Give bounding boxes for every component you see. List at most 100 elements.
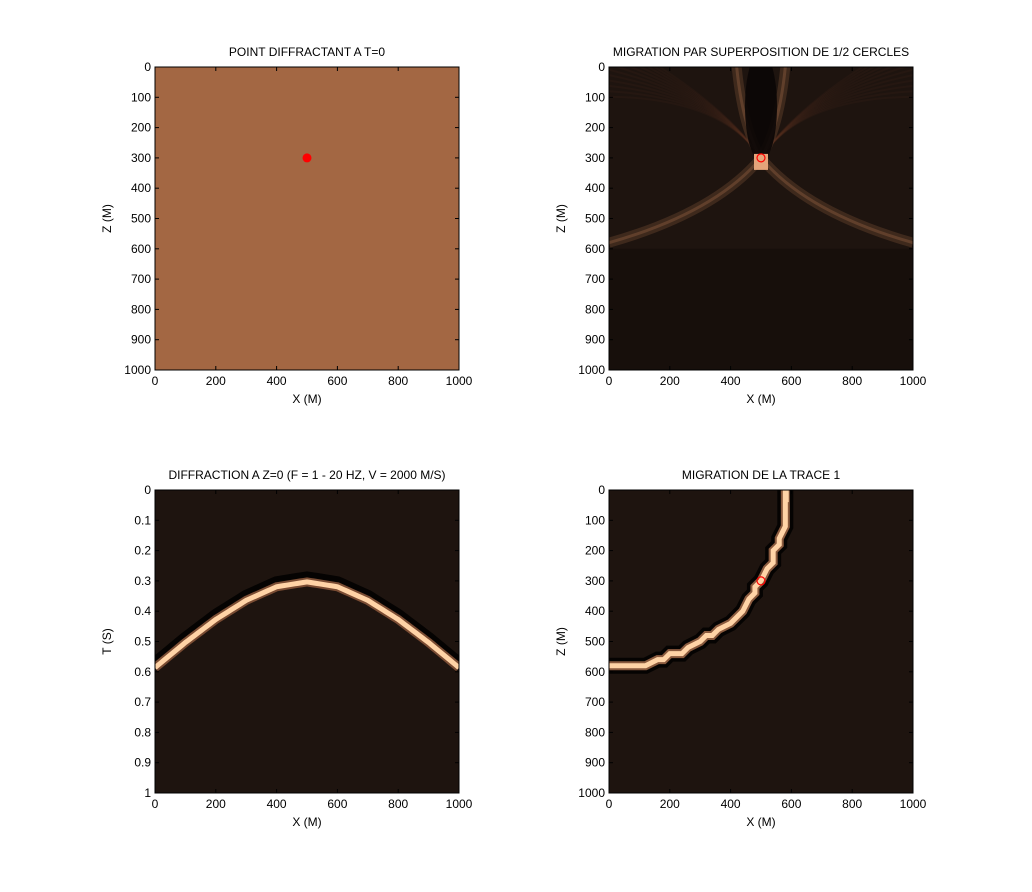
- x-tick-label: 800: [842, 374, 862, 388]
- y-tick-label: 500: [585, 635, 605, 649]
- y-tick-label: 0: [598, 483, 605, 497]
- y-tick-label: 900: [585, 756, 605, 770]
- subplot-title: MIGRATION DE LA TRACE 1: [682, 468, 841, 482]
- lower-region: [609, 248, 913, 370]
- x-tick-label: 0: [606, 374, 613, 388]
- y-tick-label: 0.8: [134, 725, 151, 739]
- x-tick-label: 1000: [900, 797, 927, 811]
- x-axis-label: X (M): [746, 815, 775, 829]
- migration-arc: [609, 154, 765, 248]
- x-tick-label: 400: [267, 797, 287, 811]
- y-tick-label: 300: [131, 151, 151, 165]
- y-tick-label: 0.4: [134, 604, 151, 618]
- subplot-2: 0 200 400 600 800 100001002003004005006007008…: [554, 45, 927, 406]
- y-tick-label: 700: [585, 695, 605, 709]
- y-tick-label: 400: [585, 604, 605, 618]
- y-tick-label: 200: [585, 544, 605, 558]
- y-tick-label: 1000: [578, 363, 605, 377]
- y-tick-label: 100: [131, 90, 151, 104]
- x-tick-label: 200: [660, 797, 680, 811]
- y-tick-label: 0.3: [134, 574, 151, 588]
- migrated-trace-field: [609, 490, 913, 793]
- x-tick-label: 1000: [446, 374, 473, 388]
- y-axis-label: Z (M): [554, 627, 568, 656]
- x-tick-label: 1000: [900, 374, 927, 388]
- x-axis-label: X (M): [746, 392, 775, 406]
- migration-arc-core: [759, 156, 913, 245]
- x-axis-label: X (M): [292, 815, 321, 829]
- x-tick-label: 200: [206, 374, 226, 388]
- image-area: [609, 67, 913, 370]
- y-tick-label: 300: [585, 151, 605, 165]
- y-axis-label: Z (M): [100, 204, 114, 233]
- migration-arc: [757, 154, 913, 248]
- model-field: [155, 67, 459, 370]
- y-tick-label: 600: [585, 665, 605, 679]
- x-tick-label: 800: [842, 797, 862, 811]
- diffractor-point: [302, 153, 312, 163]
- y-tick-label: 1000: [578, 786, 605, 800]
- subplot-1: 0 200 400 600 800 100001002003004005006007008…: [100, 45, 473, 406]
- y-tick-label: 0.2: [134, 544, 151, 558]
- y-tick-label: 0.9: [134, 756, 151, 770]
- x-tick-label: 1000: [446, 797, 473, 811]
- y-tick-label: 100: [585, 90, 605, 104]
- image-area: [609, 490, 913, 793]
- y-tick-label: 700: [585, 272, 605, 286]
- y-tick-label: 0: [144, 60, 151, 74]
- y-tick-label: 600: [585, 242, 605, 256]
- y-tick-label: 800: [131, 302, 151, 316]
- diffractor-marker: [756, 576, 766, 586]
- x-tick-label: 200: [660, 374, 680, 388]
- x-tick-label: 600: [327, 374, 347, 388]
- y-tick-label: 200: [131, 121, 151, 135]
- x-tick-label: 0: [152, 797, 159, 811]
- x-tick-label: 600: [781, 374, 801, 388]
- subplot-3: 0 200 400 600 800 1000 0 0.1 0.2 0.3 0.4 0.5 0.6 0.7 0…: [100, 468, 473, 829]
- y-tick-label: 0: [144, 483, 151, 497]
- subplot-4: 0 200 400 600 800 100001002003004005006007008…: [554, 468, 927, 829]
- x-tick-label: 0: [152, 374, 159, 388]
- subplot-title: POINT DIFFRACTANT A T=0: [229, 45, 385, 59]
- x-tick-label: 600: [327, 797, 347, 811]
- x-tick-label: 200: [206, 797, 226, 811]
- y-tick-label: 0.6: [134, 665, 151, 679]
- y-tick-label: 1: [144, 786, 151, 800]
- shadow-lens: [745, 67, 777, 162]
- migrated-arc: [609, 490, 788, 669]
- y-tick-label: 500: [131, 212, 151, 226]
- y-tick-label: 400: [131, 181, 151, 195]
- x-tick-label: 400: [267, 374, 287, 388]
- x-tick-label: 800: [388, 374, 408, 388]
- y-tick-label: 0.7: [134, 695, 151, 709]
- y-tick-label: 200: [585, 121, 605, 135]
- y-axis-label: Z (M): [554, 204, 568, 233]
- y-tick-label: 0.5: [134, 635, 151, 649]
- x-axis-label: X (M): [292, 392, 321, 406]
- x-tick-label: 600: [781, 797, 801, 811]
- subplot-title: DIFFRACTION A Z=0 (F = 1 - 20 HZ, V = 20…: [168, 468, 445, 482]
- y-tick-label: 600: [131, 242, 151, 256]
- seismogram-field: [155, 490, 459, 793]
- diffraction-hyperbola: [155, 579, 459, 670]
- y-tick-label: 300: [585, 574, 605, 588]
- x-tick-label: 400: [721, 374, 741, 388]
- image-area: [155, 490, 459, 793]
- y-tick-label: 900: [131, 333, 151, 347]
- diffractor-marker: [756, 153, 766, 163]
- image-area: [155, 67, 459, 370]
- y-tick-label: 100: [585, 513, 605, 527]
- subplot-title: MIGRATION PAR SUPERPOSITION DE 1/2 CERCL…: [613, 45, 909, 59]
- x-tick-label: 400: [721, 797, 741, 811]
- y-tick-label: 0.1: [134, 513, 151, 527]
- y-axis-label: T (S): [100, 628, 114, 654]
- y-tick-label: 900: [585, 333, 605, 347]
- y-tick-label: 0: [598, 60, 605, 74]
- migration-arc-core: [609, 156, 763, 245]
- y-tick-label: 400: [585, 181, 605, 195]
- y-tick-label: 1000: [124, 363, 151, 377]
- x-tick-label: 0: [606, 797, 613, 811]
- y-tick-label: 800: [585, 302, 605, 316]
- y-tick-label: 700: [131, 272, 151, 286]
